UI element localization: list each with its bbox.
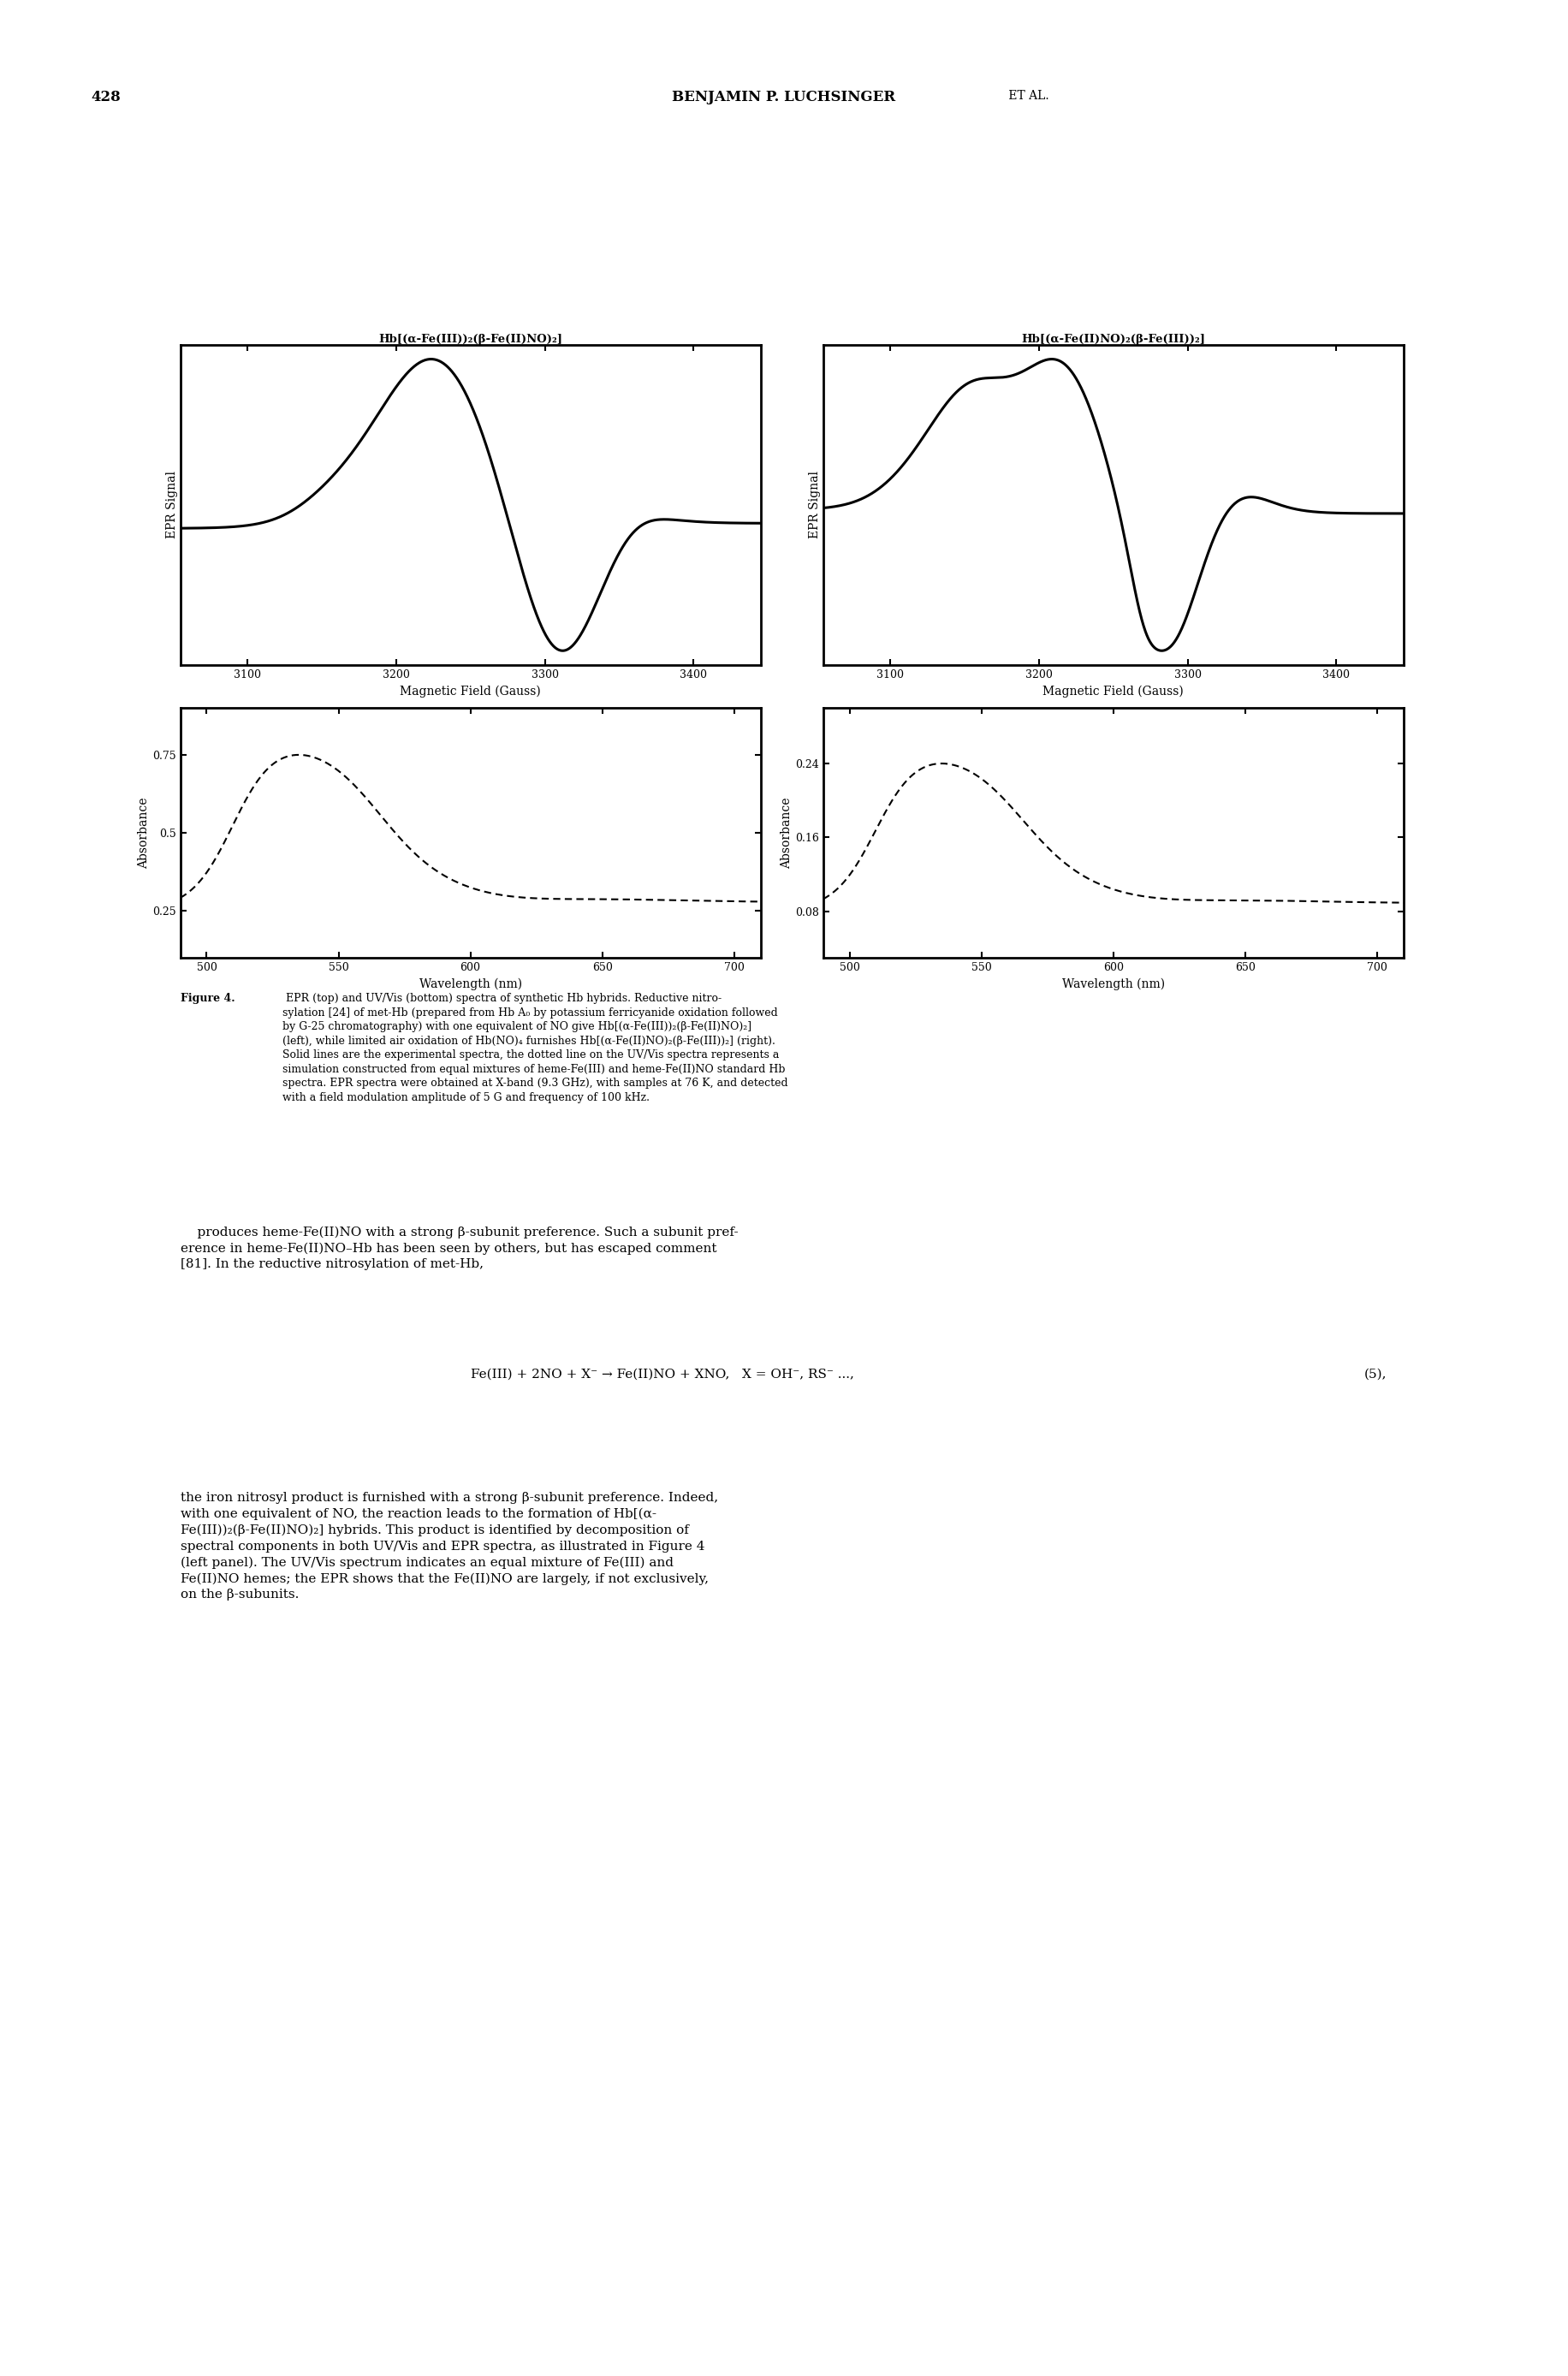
Title: Hb[(α-Fe(II)NO)₂(β-Fe(III))₂]: Hb[(α-Fe(II)NO)₂(β-Fe(III))₂] bbox=[1021, 333, 1206, 345]
Text: Figure 4.: Figure 4. bbox=[180, 993, 235, 1005]
Text: produces heme-Fe(II)NO with a strong β-subunit preference. Such a subunit pref-
: produces heme-Fe(II)NO with a strong β-s… bbox=[180, 1226, 739, 1271]
X-axis label: Wavelength (nm): Wavelength (nm) bbox=[419, 977, 522, 991]
Y-axis label: Absorbance: Absorbance bbox=[138, 796, 151, 870]
Text: the iron nitrosyl product is furnished with a strong β-subunit preference. Indee: the iron nitrosyl product is furnished w… bbox=[180, 1492, 718, 1601]
Text: BENJAMIN P. LUCHSINGER: BENJAMIN P. LUCHSINGER bbox=[673, 90, 895, 105]
Text: (5),: (5), bbox=[1364, 1369, 1386, 1380]
Text: ET AL.: ET AL. bbox=[1005, 90, 1049, 102]
X-axis label: Magnetic Field (Gauss): Magnetic Field (Gauss) bbox=[400, 684, 541, 699]
X-axis label: Magnetic Field (Gauss): Magnetic Field (Gauss) bbox=[1043, 684, 1184, 699]
Y-axis label: EPR Signal: EPR Signal bbox=[166, 470, 177, 539]
X-axis label: Wavelength (nm): Wavelength (nm) bbox=[1062, 977, 1165, 991]
Y-axis label: EPR Signal: EPR Signal bbox=[809, 470, 820, 539]
Text: Fe(III) + 2NO + X⁻ → Fe(II)NO + XNO,   X = OH⁻, RS⁻ ...,: Fe(III) + 2NO + X⁻ → Fe(II)NO + XNO, X =… bbox=[470, 1369, 853, 1380]
Text: 428: 428 bbox=[91, 90, 121, 105]
Y-axis label: Absorbance: Absorbance bbox=[781, 796, 793, 870]
Title: Hb[(α-Fe(III))₂(β-Fe(II)NO)₂]: Hb[(α-Fe(III))₂(β-Fe(II)NO)₂] bbox=[378, 333, 563, 345]
Text: EPR (top) and UV/Vis (bottom) spectra of synthetic Hb hybrids. Reductive nitro-
: EPR (top) and UV/Vis (bottom) spectra of… bbox=[282, 993, 787, 1102]
